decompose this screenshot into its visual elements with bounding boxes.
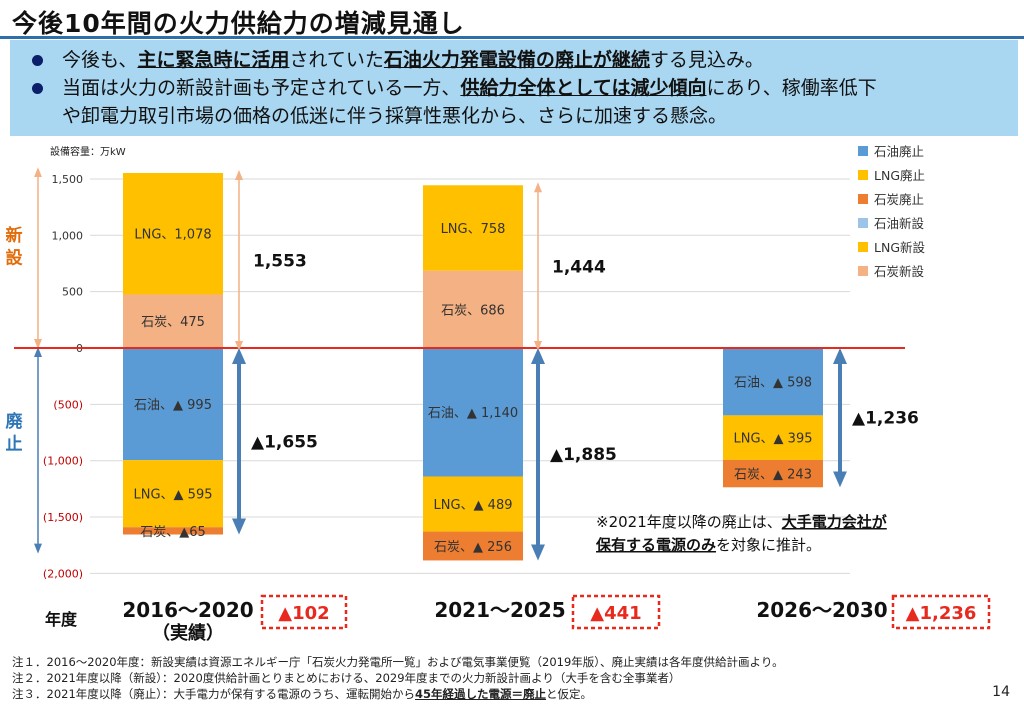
stacked-bar-chart: 設備容量：万kW1,5001,0005000(500)(1,000)(1,500… [6,144,991,644]
bar-data-label: LNG、▲ 595 [134,488,213,503]
y-tick-label: (1,000) [43,455,83,468]
note-text-b: を対象に推計。 [716,536,821,554]
legend-label: LNG新設 [874,240,926,255]
bar-segment [723,459,823,488]
note-line-2: 保有する電源のみを対象に推計。 [595,536,821,554]
bullet-2-text-a: 当面は火力の新設計画も予定されている一方、 [62,77,461,99]
retire-total-label: ▲1,655 [251,432,318,452]
y-tick-label: (2,000) [43,567,83,580]
bullet-dot [32,55,43,66]
net-change-box [891,594,991,630]
x-category-label: 2021～2025 [434,598,565,622]
net-change-box [571,594,661,630]
y-tick-label: (500) [53,398,83,411]
retire-total-label: ▲1,236 [852,409,919,429]
bar-segment [723,415,823,460]
bar-data-label: LNG、▲ 489 [434,498,513,513]
title-rule [0,36,1024,39]
legend-swatch [858,218,868,228]
legend-swatch [858,194,868,204]
footnote-3-text-a: 注３．2021年度以降（廃止）：大手電力が保有する電源のうち、運転開始から [12,687,416,701]
page-number: 14 [992,684,1010,700]
bullet-2-text-b: にあり、稼働率低下 [706,77,877,99]
legend-label: 石炭新設 [874,264,925,279]
bar-data-label: LNG、758 [441,222,506,237]
y-axis-label: 設備容量：万kW [50,145,126,158]
legend-swatch [858,242,868,252]
net-change-label: ▲102 [278,603,329,624]
note-line-1: ※2021年度以降の廃止は、大手電力会社が [596,513,888,531]
bullet-2: 当面は火力の新設計画も予定されている一方、供給力全体としては減少傾向にあり、稼働… [28,74,1008,130]
side-label-retire-bottom: 止 [6,433,23,454]
note-emph-b: 保有する電源のみ [595,536,716,554]
legend-label: 石油廃止 [874,144,924,159]
x-category-label: 2026～2030 [756,598,887,622]
bullet-1-emph-b: 石油火力発電設備の廃止が [383,49,612,71]
x-category-label: 2016～2020 [122,598,253,622]
bar-data-label: 石炭、▲65 [140,525,206,540]
bar-segment [423,270,523,348]
side-label-retire-top: 廃 [6,411,24,432]
y-tick-label: (1,500) [43,511,83,524]
legend-swatch [858,266,868,276]
legend-swatch [858,170,868,180]
summary-banner: 今後も、主に緊急時に活用されていた石油火力発電設備の廃止が継続する見込み。 当面… [10,40,1018,136]
bar-segment [123,460,223,528]
net-change-box [260,594,348,630]
bar-data-label: 石炭、▲ 243 [734,468,812,483]
bar-segment [123,527,223,535]
bar-segment [423,476,523,532]
retire-total-label: ▲1,885 [550,445,617,465]
bar-data-label: 石炭、686 [441,303,505,318]
bullet-dot [32,83,43,94]
side-label-new-bottom: 設 [6,247,24,268]
bullet-1-text-c: する見込み。 [649,49,764,71]
legend-label: LNG廃止 [874,168,925,183]
legend-swatch [858,146,868,156]
bar-segment [423,531,523,561]
note-emph-a: 大手電力会社が [782,513,888,531]
bullet-2-emph: 供給力全体としては減少傾向 [460,77,707,99]
bullet-1-text-a: 今後も、 [62,49,138,71]
bar-segment [123,172,223,295]
bar-segment [723,348,823,416]
bullet-1: 今後も、主に緊急時に活用されていた石油火力発電設備の廃止が継続する見込み。 [28,46,1008,74]
footnote-1: 注１．2016～2020年度：新設実績は資源エネルギー庁「石炭火力発電所一覧」お… [12,655,784,669]
legend-label: 石炭廃止 [874,192,924,207]
legend-label: 石油新設 [874,216,925,231]
footnote-2: 注２．2021年度以降（新設）：2020度供給計画とりまとめにおける、2029年… [12,671,681,685]
y-tick-label: 500 [62,286,83,299]
new-total-label: 1,444 [552,258,606,278]
x-category-sublabel: （実績） [152,622,224,644]
bar-data-label: 石炭、475 [141,315,205,330]
bullet-1-text-b: されていた [289,49,384,71]
footnote-3: 注３．2021年度以降（廃止）：大手電力が保有する電源のうち、運転開始から45年… [12,686,784,702]
bar-segment [123,294,223,348]
bullet-1-emph-a: 主に緊急時に活用 [137,49,290,71]
note-text-a: ※2021年度以降の廃止は、 [596,513,782,531]
bar-segment [423,185,523,271]
side-label-new-top: 新 [6,225,23,246]
bar-data-label: 石炭、▲ 256 [434,540,512,555]
footnote-3-text-b: と仮定。 [546,687,593,701]
footnotes: 注１．2016～2020年度：新設実績は資源エネルギー庁「石炭火力発電所一覧」お… [12,654,784,702]
x-axis-label: 年度 [45,610,78,629]
bar-data-label: 石油、▲ 1,140 [428,406,518,421]
bar-data-label: LNG、1,078 [134,228,211,243]
bar-segment [423,348,523,477]
bar-data-label: 石油、▲ 598 [734,376,812,391]
bar-segment [123,348,223,461]
new-total-label: 1,553 [253,251,307,271]
page-title: 今後10年間の火力供給力の増減見通し [12,9,465,38]
bar-data-label: 石油、▲ 995 [134,398,212,413]
bar-data-label: LNG、▲ 395 [734,432,813,447]
net-change-label: ▲441 [590,603,641,624]
footnote-3-emph: 45年経過した電源＝廃止 [415,687,547,701]
y-tick-label: 1,000 [52,229,84,242]
bullet-1-emph-c: 継続 [611,49,650,71]
y-tick-label: 1,500 [52,173,84,186]
net-change-label: ▲1,236 [906,603,977,624]
bullet-2-text-c: や卸電力取引市場の価格の低迷に伴う採算性悪化から、さらに加速する懸念。 [62,105,728,127]
